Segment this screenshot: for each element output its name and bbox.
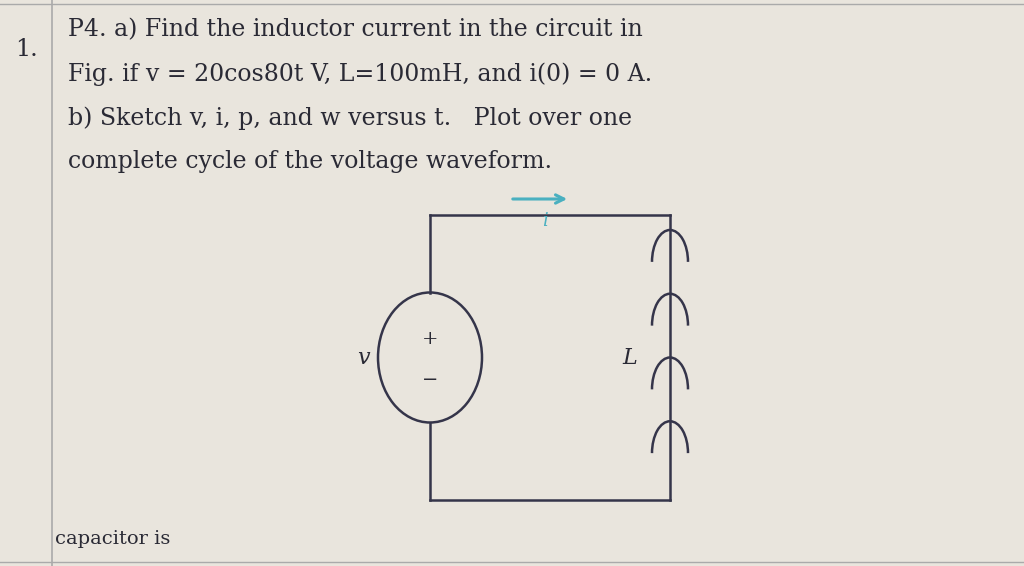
Text: +: + [422, 331, 438, 349]
Text: capacitor is: capacitor is [55, 530, 170, 548]
Text: b) Sketch v, i, p, and w versus t.   Plot over one: b) Sketch v, i, p, and w versus t. Plot … [68, 106, 632, 130]
Text: i: i [542, 212, 548, 230]
Text: complete cycle of the voltage waveform.: complete cycle of the voltage waveform. [68, 150, 552, 173]
Text: P4. a) Find the inductor current in the circuit in: P4. a) Find the inductor current in the … [68, 18, 643, 41]
Text: Fig. if v = 20cos80t V, L=100mH, and i(0) = 0 A.: Fig. if v = 20cos80t V, L=100mH, and i(0… [68, 62, 652, 85]
Text: −: − [422, 371, 438, 388]
Text: v: v [356, 346, 370, 368]
Text: 1.: 1. [14, 38, 37, 61]
Text: L: L [623, 346, 637, 368]
